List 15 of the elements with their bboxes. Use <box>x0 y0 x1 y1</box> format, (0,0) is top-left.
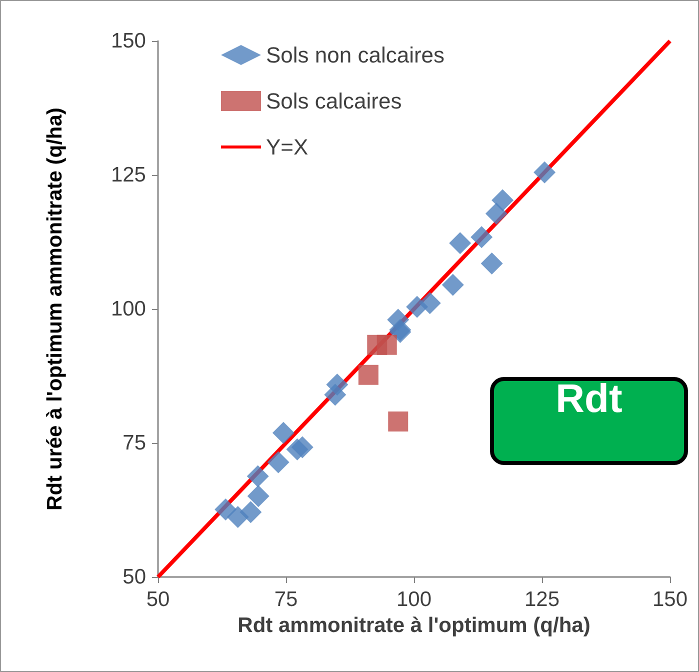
legend-label: Y=X <box>266 134 309 160</box>
x-tick-label: 150 <box>652 588 688 611</box>
y-tick-label: 75 <box>122 432 146 454</box>
y-tick-label: 50 <box>122 566 146 588</box>
y-tick-label: 125 <box>110 164 146 186</box>
x-axis-title: Rdt ammonitrate à l'optimum (q/ha) <box>238 614 590 637</box>
y-axis-title: Rdt urée à l'optimum ammonitrate (q/ha) <box>44 108 66 510</box>
x-tick-label: 50 <box>146 588 170 611</box>
x-tick-label: 100 <box>396 588 432 611</box>
x-tick-label: 125 <box>524 588 560 611</box>
legend-label: Sols non calcaires <box>266 42 445 68</box>
y-tick-label: 150 <box>110 30 146 52</box>
legend-label: Sols calcaires <box>266 88 402 114</box>
x-tick-label: 75 <box>274 588 298 611</box>
y-tick-label: 100 <box>110 298 146 320</box>
